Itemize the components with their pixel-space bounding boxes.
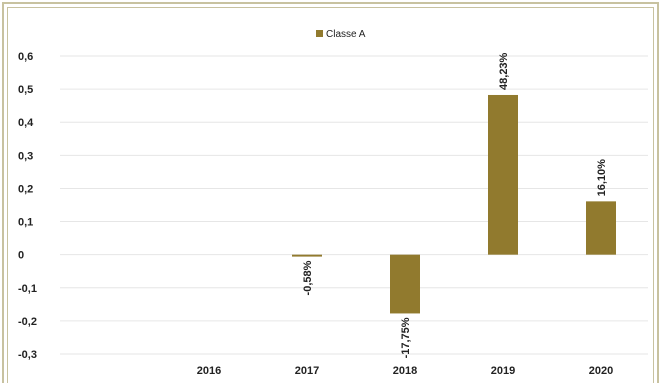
- data-label: -17,75%: [400, 317, 412, 358]
- legend: Classe A: [316, 29, 366, 40]
- bars: [292, 94, 616, 314]
- y-tick-label: 0,1: [18, 217, 33, 229]
- y-tick-label: -0,1: [18, 283, 37, 295]
- data-label: 16,10%: [596, 159, 608, 197]
- y-axis: 0,6 0,5 0,4 0,3 0,2 0,1 0 -0,1 -0,2 -0,3: [18, 51, 37, 361]
- y-tick-label: 0,4: [18, 117, 34, 129]
- legend-label: Classe A: [326, 29, 366, 40]
- bar: [488, 94, 518, 255]
- y-tick-label: 0,5: [18, 84, 33, 96]
- y-tick-label: -0,2: [18, 316, 37, 328]
- bar: [292, 254, 322, 257]
- x-axis: 2016 2017 2018 2019 2020: [197, 365, 613, 377]
- y-tick-label: 0,2: [18, 183, 33, 195]
- bar: [586, 201, 616, 255]
- bar: [390, 254, 420, 314]
- x-tick-label: 2017: [295, 365, 319, 377]
- chart-inner-frame: [7, 7, 654, 383]
- x-tick-label: 2020: [589, 365, 613, 377]
- data-label: -0,58%: [302, 260, 314, 295]
- y-tick-label: 0,6: [18, 51, 33, 63]
- y-tick-label: 0,3: [18, 150, 33, 162]
- legend-swatch: [316, 30, 323, 37]
- y-tick-label: -0,3: [18, 349, 37, 361]
- gridlines: [60, 55, 648, 355]
- data-label: 48,23%: [498, 52, 510, 90]
- y-tick-label: 0: [18, 250, 24, 262]
- x-tick-label: 2018: [393, 365, 417, 377]
- x-tick-label: 2016: [197, 365, 221, 377]
- data-labels: -0,58% -17,75% 48,23% 16,10%: [302, 52, 608, 358]
- x-tick-label: 2019: [491, 365, 515, 377]
